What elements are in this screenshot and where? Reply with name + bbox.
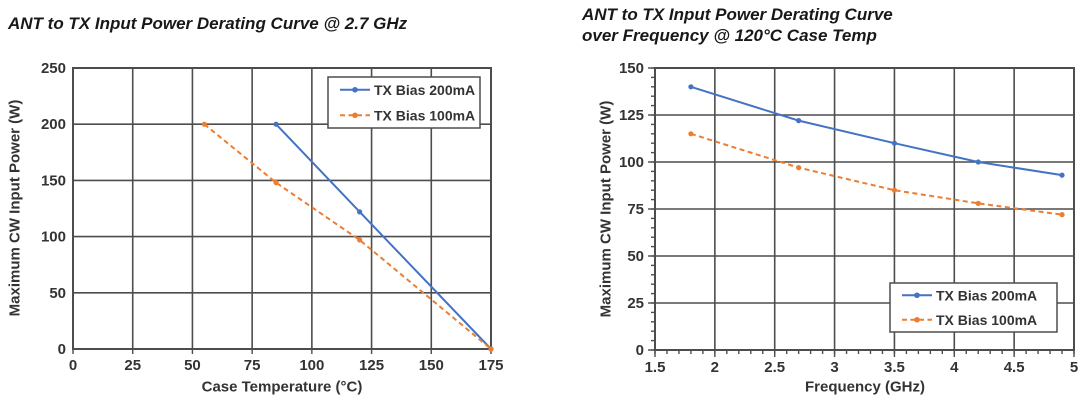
y-tick-label: 75 [627,201,644,218]
y-tick-label: 25 [627,295,644,312]
x-tick-label: 1.5 [645,359,666,376]
right-derating-chart: ANT to TX Input Power Derating Curve ove… [540,0,1080,408]
plot-border [72,67,492,350]
y-tick-label: 50 [49,285,66,302]
data-point-marker [975,159,981,165]
series-tx-bias-200ma [688,84,1065,178]
chart-title: ANT to TX Input Power Derating Curve ove… [582,4,893,46]
data-point-marker [273,121,279,127]
x-tick-label: 50 [184,357,201,374]
y-tick-label: 100 [619,154,644,171]
x-tick-label: 25 [124,357,141,374]
data-point-marker [975,200,981,206]
x-tick-label: 175 [478,357,503,374]
data-point-marker [201,121,207,127]
x-tick-label: 2 [711,359,719,376]
data-point-marker [273,180,279,186]
left-derating-chart: ANT to TX Input Power Derating Curve @ 2… [7,13,504,396]
data-point-marker [1059,212,1065,218]
chart-title: ANT to TX Input Power Derating Curve @ 2… [8,13,407,34]
series-line [690,132,1063,216]
data-point-marker [1059,172,1065,178]
y-tick-label: 150 [41,172,66,189]
legend: TX Bias 200mA TX Bias 100mA [327,76,481,129]
data-point-marker [891,140,898,146]
series-line [203,123,492,350]
legend-entry-label: TX Bias 200mA [374,82,475,98]
data-point-marker [357,237,363,243]
series-tx-bias-100ma [688,131,1065,218]
x-tick-label: 0 [69,357,77,374]
legend: TX Bias 200mA TX Bias 100mA [889,282,1058,333]
x-tick-label: 3.5 [884,359,905,376]
x-tick-label: 3 [830,359,838,376]
legend-entry-label: TX Bias 100mA [374,107,475,123]
y-tick-label: 125 [619,107,644,124]
chart-title-line: ANT to TX Input Power Derating Curve [582,5,893,24]
axis-ticks [648,67,1075,357]
data-point-marker [488,346,494,352]
plot-area: 0 25 50 75 100 125 150 175 0 50 100 150 200 250 TX Bia… [41,60,504,374]
y-tick-label: 200 [41,116,66,133]
x-tick-label: 2.5 [764,359,785,376]
legend-marker [914,292,920,299]
data-point-marker [357,209,363,215]
y-tick-label: 0 [636,342,644,359]
legend-box [889,282,1058,333]
legend-marker [352,112,358,119]
data-point-marker [796,165,802,171]
x-tick-label: 100 [299,357,324,374]
legend-marker [914,316,920,323]
y-tick-label: 0 [58,341,66,358]
series-tx-bias-100ma [201,121,494,352]
legend-entry-label: TX Bias 200mA [936,287,1037,303]
x-tick-label: 4.5 [1004,359,1025,376]
y-tick-label: 100 [41,229,66,246]
x-tick-label: 150 [419,357,444,374]
chart-title-line: over Frequency @ 120°C Case Temp [582,26,877,45]
legend-box [327,76,481,129]
data-point-marker [891,187,898,193]
tick-labels: 0 25 50 75 100 125 150 175 0 50 100 150 200 250 [41,60,504,374]
data-point-marker [796,118,802,124]
legend-entry-label: TX Bias 100mA [936,312,1037,328]
x-tick-label: 5 [1070,359,1078,376]
y-tick-label: 150 [619,60,644,77]
x-axis-title: Case Temperature (°C) [201,378,363,396]
x-tick-label: 125 [359,357,384,374]
x-axis-title: Frequency (GHz) [804,378,926,396]
chart-title-line: ANT to TX Input Power Derating Curve @ 2… [8,14,408,33]
data-point-marker [688,84,694,90]
x-tick-label: 4 [950,359,959,376]
y-tick-label: 250 [41,60,66,77]
legend-marker [352,86,358,93]
data-point-marker [688,131,694,137]
y-tick-label: 50 [627,248,644,265]
x-tick-label: 75 [244,357,261,374]
